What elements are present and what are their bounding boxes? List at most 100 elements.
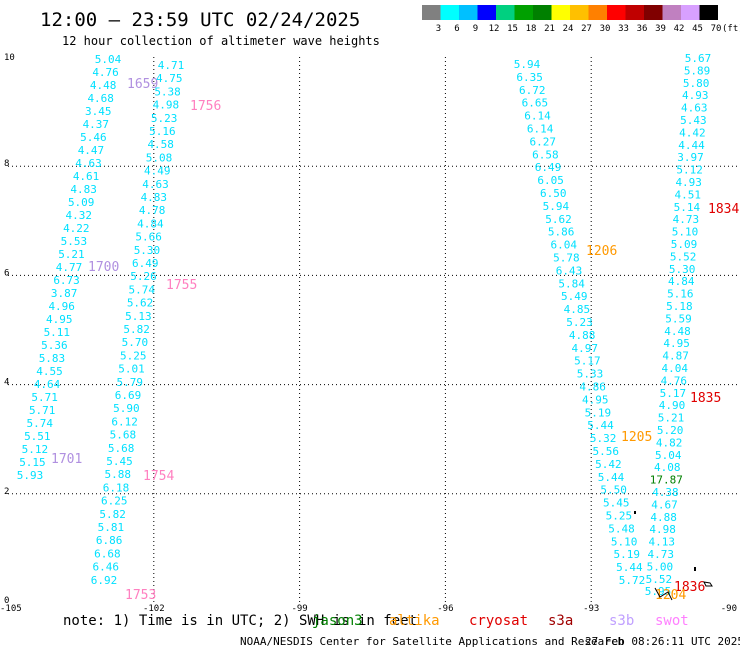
wave-height-label: 4.93 bbox=[675, 176, 702, 189]
wave-height-label: 3.97 bbox=[677, 151, 704, 164]
mission-label: swot bbox=[655, 613, 689, 629]
mission-label: altika bbox=[389, 613, 440, 629]
wave-height-label: 4.77 bbox=[56, 261, 83, 274]
wave-height-label: 4.13 bbox=[648, 536, 675, 549]
wave-height-label: 4.55 bbox=[36, 365, 63, 378]
wave-height-label: 5.14 bbox=[674, 201, 701, 214]
wave-height-label: 5.44 bbox=[587, 419, 614, 432]
wave-height-label: 5.82 bbox=[123, 323, 150, 336]
wave-height-label: 5.86 bbox=[548, 226, 575, 239]
mission-label: s3b bbox=[609, 613, 634, 629]
wave-height-label: 4.32 bbox=[66, 209, 93, 222]
wave-height-label: 6.65 bbox=[522, 97, 549, 110]
chart-subtitle: 12 hour collection of altimeter wave hei… bbox=[62, 34, 380, 48]
color-scale-swatch bbox=[662, 5, 681, 20]
wave-height-label: 5.94 bbox=[543, 200, 570, 213]
pass-time-label: 1206 bbox=[586, 244, 617, 259]
color-scale-swatch bbox=[514, 5, 533, 20]
wave-height-label: 4.61 bbox=[73, 170, 100, 183]
wave-height-label: 4.64 bbox=[34, 378, 61, 391]
wave-height-label: 5.42 bbox=[595, 458, 622, 471]
color-scale-label: 3 bbox=[436, 24, 441, 34]
wave-height-label: 5.90 bbox=[113, 402, 140, 415]
wave-height-label: 5.17 bbox=[574, 355, 601, 368]
grid bbox=[8, 57, 737, 603]
wave-height-label: 4.47 bbox=[78, 144, 105, 157]
wave-height-label: 4.63 bbox=[681, 102, 708, 115]
wave-height-label: 4.73 bbox=[648, 548, 675, 561]
wave-height-label: 4.42 bbox=[679, 126, 706, 139]
wave-height-label: 6.72 bbox=[519, 84, 546, 97]
coastline-fragment bbox=[694, 567, 696, 571]
wave-height-label: 5.71 bbox=[31, 391, 58, 404]
wave-height-label: 5.84 bbox=[558, 277, 585, 290]
color-scale-swatch bbox=[477, 5, 496, 20]
wave-height-label: 4.37 bbox=[83, 118, 110, 131]
wave-height-label: 5.25 bbox=[606, 510, 633, 523]
wave-height-label: 5.10 bbox=[672, 226, 699, 239]
y-tick-label: 2 bbox=[4, 487, 9, 497]
coastline-fragment bbox=[654, 587, 673, 601]
wave-height-label: 6.49 bbox=[535, 161, 562, 174]
wave-height-label: 3.45 bbox=[85, 105, 112, 118]
wave-height-label: 4.78 bbox=[139, 204, 166, 217]
coastline bbox=[634, 511, 713, 601]
wave-height-label: 5.52 bbox=[646, 573, 673, 586]
wave-height-label: 4.63 bbox=[142, 178, 169, 191]
wave-height-label: 4.48 bbox=[664, 325, 691, 338]
color-scale-swatch bbox=[422, 5, 441, 20]
wave-height-label: 6.05 bbox=[537, 174, 564, 187]
wave-height-label: 3.87 bbox=[51, 287, 78, 300]
wave-height-label: 5.36 bbox=[41, 339, 68, 352]
wave-height-label: 5.52 bbox=[670, 250, 697, 263]
wave-height-label: 5.18 bbox=[666, 300, 693, 313]
wave-height-label: 5.74 bbox=[129, 283, 156, 296]
pass-time-label: 1659 bbox=[127, 77, 158, 92]
wave-height-label: 4.84 bbox=[668, 275, 695, 288]
wave-height-label: 6.46 bbox=[92, 561, 119, 574]
wave-height-label: 6.86 bbox=[96, 534, 123, 547]
wave-height-label: 5.67 bbox=[685, 52, 712, 65]
color-scale-label: 15 bbox=[507, 24, 518, 34]
wave-height-label: 5.68 bbox=[108, 442, 135, 455]
pass-time-label: 1754 bbox=[143, 469, 174, 484]
wave-height-label: 6.14 bbox=[527, 123, 554, 136]
wave-height-label: 5.15 bbox=[19, 456, 46, 469]
wave-height-label: 4.86 bbox=[579, 381, 606, 394]
wave-height-label: 6.49 bbox=[132, 257, 159, 270]
wave-height-label: 5.16 bbox=[667, 288, 694, 301]
wave-height-label: 4.73 bbox=[673, 213, 700, 226]
wave-height-label: 5.19 bbox=[585, 406, 612, 419]
wave-height-label: 5.20 bbox=[657, 424, 684, 437]
wave-height-label: 5.78 bbox=[553, 252, 580, 265]
wave-height-label: 5.21 bbox=[658, 412, 685, 425]
wave-height-label: 4.87 bbox=[662, 350, 689, 363]
wave-height-label: 4.90 bbox=[659, 399, 686, 412]
color-scale-swatch bbox=[699, 5, 718, 20]
wave-height-label: 4.04 bbox=[661, 362, 688, 375]
wave-height-label: 6.18 bbox=[103, 481, 130, 494]
wave-height-label: 5.45 bbox=[106, 455, 133, 468]
x-tick-label: -105 bbox=[0, 604, 22, 614]
axis-tick-labels: -105 -102 -99 -96 -93 -90 0 2 4 6 8 10 bbox=[0, 53, 737, 614]
wave-height-label: 5.44 bbox=[598, 471, 625, 484]
wave-height-label: 4.98 bbox=[153, 99, 180, 112]
wave-height-label: 5.38 bbox=[154, 85, 181, 98]
footer-note: note: 1) Time is in UTC; 2) SWH is in fe… bbox=[63, 613, 417, 629]
wave-height-label: 4.93 bbox=[682, 89, 709, 102]
wave-height-label: 4.88 bbox=[569, 329, 596, 342]
wave-height-label: 4.76 bbox=[92, 66, 119, 79]
wave-height-label: 4.83 bbox=[141, 191, 168, 204]
wave-height-label: 4.88 bbox=[650, 511, 677, 524]
x-tick-label: -93 bbox=[583, 604, 599, 614]
wave-height-label: 4.82 bbox=[656, 436, 683, 449]
wave-height-label: 5.79 bbox=[117, 376, 144, 389]
color-scale-label: 42 bbox=[674, 24, 685, 34]
wave-height-label: 5.62 bbox=[545, 213, 572, 226]
wave-height-label: 5.17 bbox=[660, 387, 687, 400]
mission-label: cryosat bbox=[469, 613, 528, 629]
wave-height-label: 6.58 bbox=[532, 148, 559, 161]
wave-height-label: 5.45 bbox=[603, 497, 630, 510]
wave-height-label: 5.09 bbox=[68, 196, 95, 209]
color-scale-label: 18 bbox=[526, 24, 537, 34]
